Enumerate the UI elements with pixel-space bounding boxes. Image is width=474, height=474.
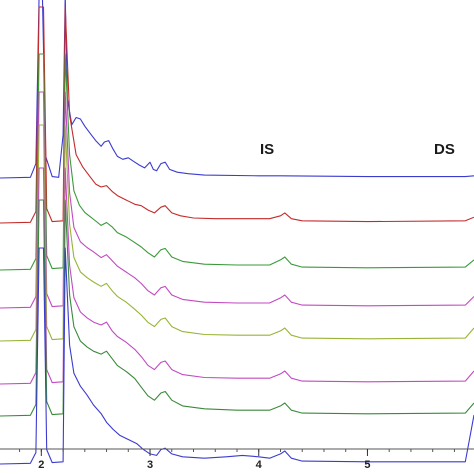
annotation-is: IS <box>260 141 274 158</box>
x-axis: 2 3 4 5 <box>0 448 474 471</box>
spectrum-trace-4 <box>0 91 474 309</box>
annotation-ds: DS <box>434 141 455 158</box>
x-tick-label-3: 3 <box>147 459 153 471</box>
x-tick-label-2: 2 <box>38 459 44 471</box>
spectrum-trace-8 <box>0 247 474 465</box>
x-tick-label-5: 5 <box>364 459 370 471</box>
spectrum-trace-3 <box>0 53 474 271</box>
spectrum-trace-6 <box>0 167 474 385</box>
spectrum-trace-1 <box>0 0 474 179</box>
spectrum-trace-5 <box>0 124 474 342</box>
x-tick-label-4: 4 <box>256 459 263 471</box>
spectrum-trace-2 <box>0 6 474 224</box>
spectrum-trace-7 <box>0 199 474 417</box>
